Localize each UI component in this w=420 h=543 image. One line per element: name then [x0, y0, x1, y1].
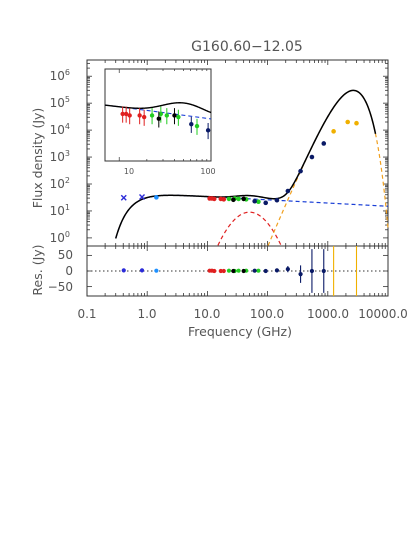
data-point: [252, 198, 257, 204]
res-point: [218, 268, 223, 274]
data-point: [120, 194, 127, 201]
inset-data-point: [194, 123, 200, 129]
res-axis-label: Res. (Jy): [30, 244, 45, 295]
res-point: [231, 268, 236, 274]
data-point: [236, 196, 241, 202]
data-point: [211, 196, 217, 202]
res-point: [252, 268, 257, 273]
res-tick-label: 0: [65, 264, 73, 278]
data-point: [226, 196, 232, 202]
data-point: [321, 141, 327, 146]
data-point: [285, 188, 291, 194]
res-point: [274, 268, 280, 273]
inset-data-point: [176, 114, 181, 120]
inset-x-tick-label: 100: [200, 167, 215, 176]
x-tick-label: 1000.0: [307, 307, 349, 321]
res-point: [139, 268, 145, 273]
main-axis-ticks: [86, 59, 389, 246]
ame-curve: [217, 211, 282, 246]
x-tick-label: 0.1: [77, 307, 96, 321]
y-tick-labels: 100 101 102 103 104 105 106: [50, 68, 70, 245]
data-point: [345, 119, 351, 125]
chart-title: G160.60−12.05: [191, 39, 303, 55]
inset-data-point: [172, 113, 177, 118]
y-tick-label: 100: [50, 230, 70, 245]
y-tick-label: 105: [50, 95, 70, 110]
y-tick-label: 102: [50, 176, 70, 191]
data-point: [298, 168, 303, 174]
inset-data-point: [164, 113, 170, 118]
data-point-stroke: [139, 193, 146, 200]
data-point: [256, 199, 261, 205]
y-tick-label: 106: [50, 68, 70, 83]
res-point: [236, 268, 241, 273]
res-point: [221, 268, 226, 274]
inset-panel: 10 100: [104, 68, 216, 176]
x-axis-label: Frequency (GHz): [188, 324, 292, 339]
model-curves: [115, 89, 389, 246]
y-tick-label: 103: [50, 149, 70, 164]
res-point: [212, 268, 217, 274]
data-point: [139, 193, 146, 200]
inset-data-point: [123, 111, 129, 117]
free-free-curve: [115, 194, 389, 239]
res-point: [241, 268, 246, 274]
total-model-curve: [115, 89, 377, 239]
res-point: [256, 268, 261, 273]
res-point: [285, 267, 290, 272]
data-point: [263, 200, 269, 206]
data-point: [274, 197, 280, 203]
res-point: [321, 268, 326, 274]
inset-data-point: [158, 111, 164, 117]
inset-x-tick-label: 10: [124, 167, 134, 176]
data-point-stroke: [120, 194, 127, 201]
inset-data-point: [149, 113, 155, 118]
data-points: [120, 119, 359, 206]
data-point: [309, 154, 315, 160]
residual-panel: 50 0 −50 Res. (Jy): [30, 244, 389, 297]
inset-data-point: [156, 116, 162, 121]
inset-data-points: [120, 106, 211, 140]
res-point: [263, 268, 268, 274]
inset-data-point: [141, 114, 147, 120]
res-point: [121, 268, 126, 273]
res-point: [154, 268, 159, 273]
res-tick-label: 50: [58, 248, 73, 262]
x-tick-label: 100.0: [250, 307, 284, 321]
data-point: [154, 195, 159, 200]
residual-points: [121, 246, 358, 296]
y-axis-label: Flux density (Jy): [30, 108, 45, 209]
data-point: [221, 197, 227, 202]
residual-axis-ticks: [86, 246, 389, 296]
inset-axis-ticks: [118, 69, 212, 161]
res-tick-label: −50: [48, 280, 73, 294]
data-point: [354, 120, 359, 126]
inset-data-point: [127, 113, 132, 118]
data-point: [231, 197, 236, 203]
res-point: [226, 268, 232, 273]
data-point: [331, 129, 336, 134]
x-tick-label: 10.0: [194, 307, 221, 321]
inset-data-point: [205, 128, 211, 133]
data-point: [241, 196, 246, 202]
y-tick-label: 101: [50, 203, 70, 218]
x-tick-label: 1.0: [137, 307, 156, 321]
y-tick-label: 104: [50, 122, 70, 137]
inset-data-point: [189, 121, 194, 127]
x-tick-label: 10000.0: [358, 307, 408, 321]
inset-data-point: [137, 113, 142, 118]
res-point: [309, 268, 315, 274]
inset-data-point: [120, 111, 125, 117]
res-point: [298, 272, 303, 277]
